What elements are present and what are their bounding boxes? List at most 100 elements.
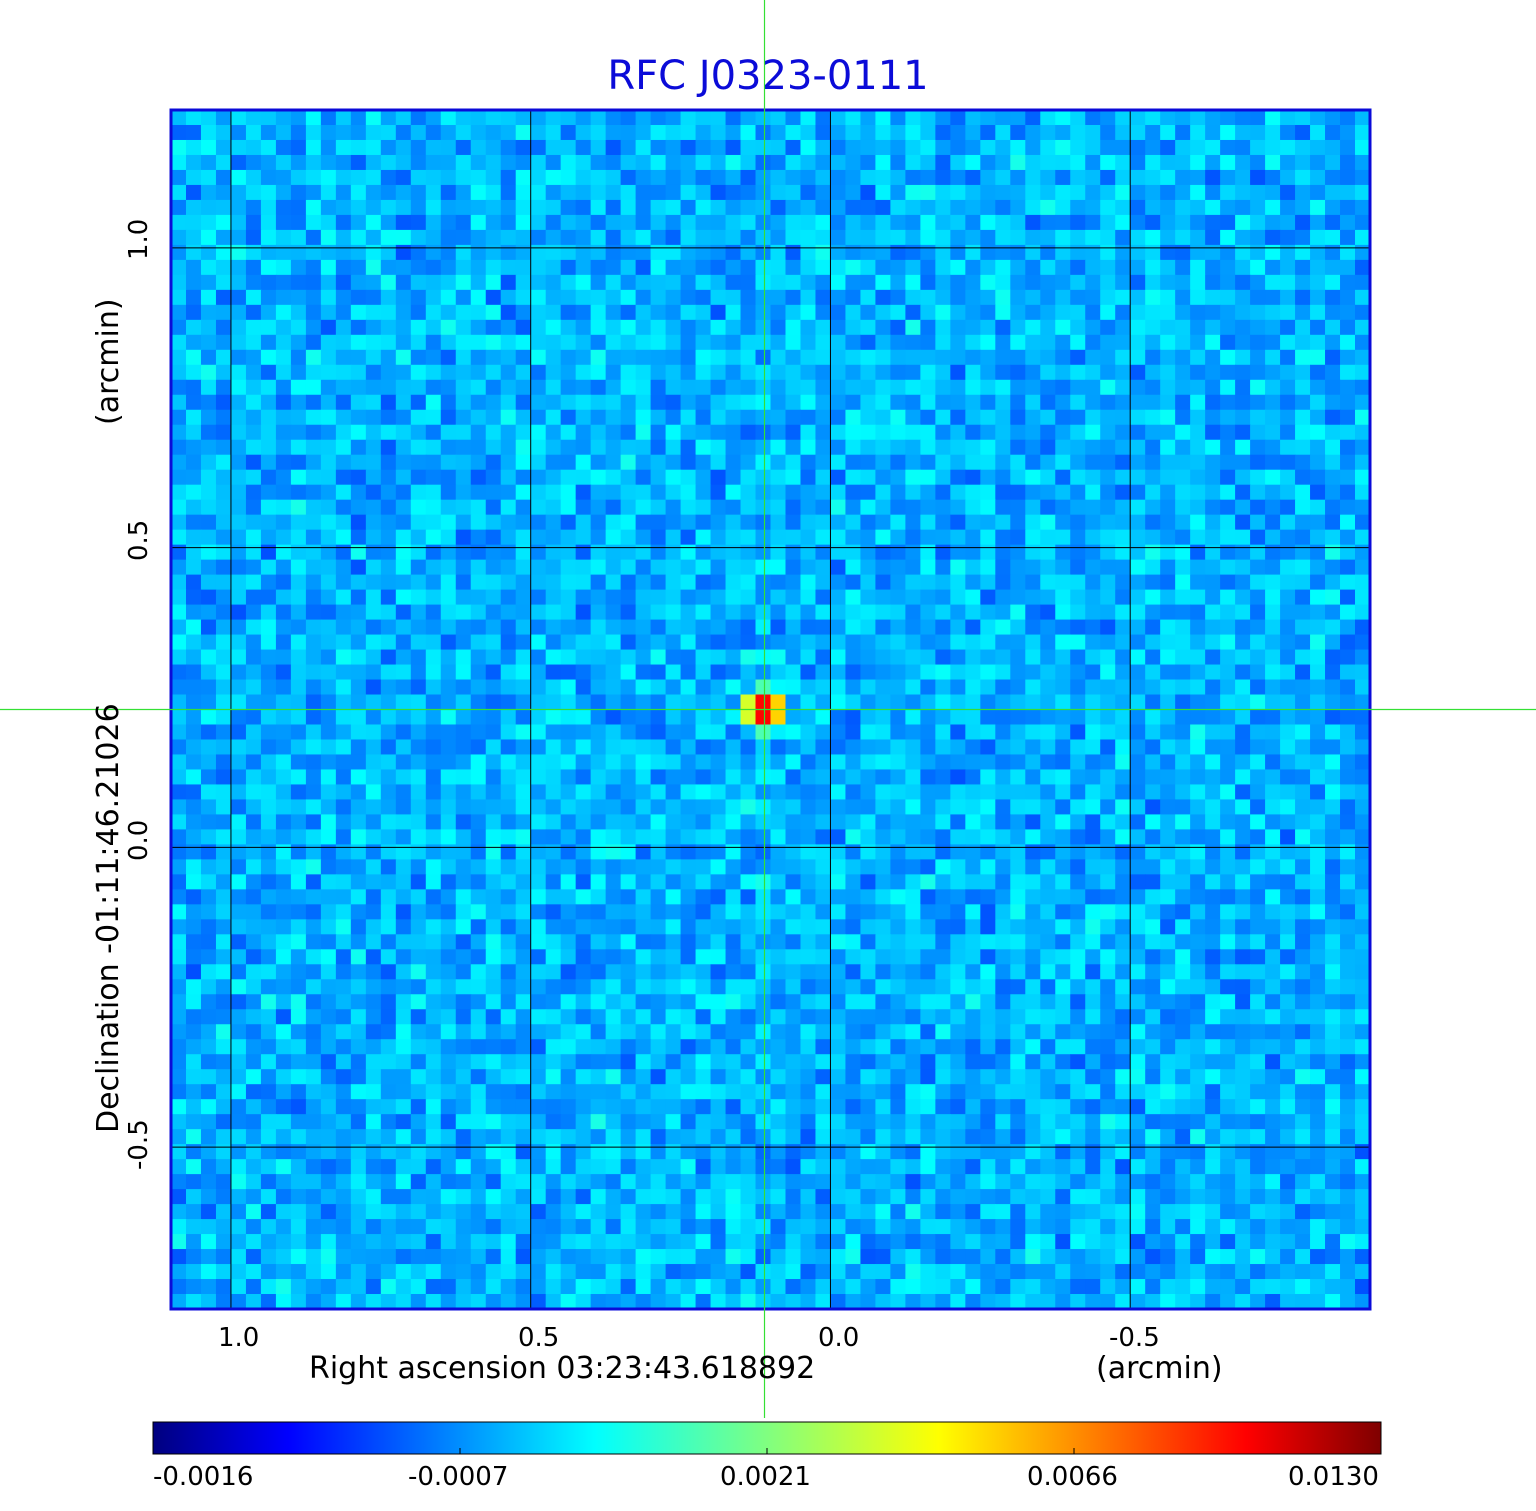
heatmap-cell <box>185 589 202 606</box>
heatmap-cell <box>905 334 921 351</box>
heatmap-cell <box>230 124 247 141</box>
heatmap-cell <box>680 829 697 845</box>
heatmap-cell <box>1085 514 1101 531</box>
heatmap-cell <box>470 424 487 441</box>
heatmap-cell <box>530 304 547 321</box>
heatmap-cell <box>185 319 202 336</box>
heatmap-cell <box>171 304 187 321</box>
heatmap-cell <box>920 859 936 875</box>
heatmap-cell <box>1235 364 1251 381</box>
heatmap-cell <box>1040 424 1056 441</box>
heatmap-cell <box>260 859 277 875</box>
heatmap-cell <box>815 110 832 126</box>
heatmap-cell <box>935 154 951 171</box>
heatmap-cell <box>380 259 397 276</box>
heatmap-cell <box>1355 934 1371 950</box>
heatmap-cell <box>1040 559 1056 576</box>
heatmap-cell <box>995 604 1011 621</box>
heatmap-cell <box>1235 439 1251 456</box>
heatmap-cell <box>875 379 891 396</box>
heatmap-cell <box>995 304 1011 321</box>
heatmap-cell <box>230 739 247 756</box>
heatmap-cell <box>365 709 382 726</box>
heatmap-cell <box>395 769 412 786</box>
heatmap-cell <box>710 544 727 561</box>
heatmap-cell <box>1325 110 1341 126</box>
heatmap-cell <box>290 559 307 576</box>
heatmap-cell <box>1040 724 1056 741</box>
heatmap-cell <box>1055 559 1071 576</box>
heatmap-cell <box>1220 214 1236 231</box>
heatmap-cell <box>920 169 936 186</box>
heatmap-cell <box>200 829 217 845</box>
heatmap-cell <box>695 664 712 681</box>
heatmap-cell <box>1115 769 1131 786</box>
heatmap-cell <box>1310 484 1326 501</box>
heatmap-cell <box>230 769 247 786</box>
heatmap-cell <box>290 709 307 726</box>
heatmap-cell <box>1355 649 1371 666</box>
heatmap-cell <box>770 754 787 771</box>
heatmap-cell <box>275 739 292 756</box>
heatmap-cell <box>380 619 397 636</box>
heatmap-cell <box>200 979 217 995</box>
heatmap-cell <box>305 724 322 741</box>
heatmap-cell <box>320 964 337 980</box>
heatmap-cell <box>875 649 891 666</box>
heatmap-cell <box>695 394 712 411</box>
heatmap-cell <box>1040 694 1056 711</box>
heatmap-cell <box>515 589 532 606</box>
heatmap-cell <box>1325 214 1341 231</box>
heatmap-cell <box>1340 229 1356 246</box>
heatmap-cell <box>275 244 292 261</box>
heatmap-cell <box>575 304 592 321</box>
heatmap-cell <box>680 904 697 920</box>
heatmap-cell <box>260 364 277 381</box>
heatmap-cell <box>365 514 382 531</box>
heatmap-cell <box>740 754 757 771</box>
heatmap-cell <box>395 184 412 201</box>
heatmap-cell <box>1025 619 1041 636</box>
heatmap-cell <box>320 619 337 636</box>
heatmap-cell <box>485 110 502 126</box>
heatmap-cell <box>245 964 262 980</box>
heatmap-cell <box>815 724 832 741</box>
heatmap-cell <box>410 139 427 156</box>
heatmap-cell <box>455 544 472 561</box>
heatmap-cell <box>680 469 697 486</box>
heatmap-cell <box>1355 574 1371 591</box>
heatmap-cell <box>185 469 202 486</box>
heatmap-cell <box>965 979 981 995</box>
heatmap-cell <box>290 964 307 980</box>
heatmap-cell <box>1010 619 1026 636</box>
heatmap-cell <box>680 484 697 501</box>
heatmap-cell <box>1085 814 1101 830</box>
heatmap-cell <box>1250 799 1266 816</box>
heatmap-cell <box>755 1009 772 1025</box>
heatmap-cell <box>665 664 682 681</box>
heatmap-cell <box>1070 199 1086 216</box>
heatmap-cell <box>1190 754 1206 771</box>
heatmap-cell <box>500 349 517 366</box>
heatmap-cell <box>680 229 697 246</box>
heatmap-cell <box>1055 304 1071 321</box>
heatmap-cell <box>320 304 337 321</box>
heatmap-cell <box>171 814 187 830</box>
heatmap-cell <box>740 439 757 456</box>
heatmap-cell <box>1190 110 1206 126</box>
heatmap-cell <box>830 394 847 411</box>
heatmap-cell <box>1265 709 1281 726</box>
heatmap-cell <box>530 874 547 890</box>
heatmap-cell <box>815 559 832 576</box>
heatmap-cell <box>965 769 981 786</box>
heatmap-cell <box>680 439 697 456</box>
heatmap-cell <box>485 769 502 786</box>
heatmap-cell <box>275 184 292 201</box>
heatmap-cell <box>1160 124 1176 141</box>
heatmap-cell <box>1160 619 1176 636</box>
heatmap-cell <box>1025 874 1041 890</box>
heatmap-cell <box>920 679 936 696</box>
heatmap-cell <box>1265 199 1281 216</box>
heatmap-cell <box>950 259 966 276</box>
heatmap-cell <box>1040 859 1056 875</box>
